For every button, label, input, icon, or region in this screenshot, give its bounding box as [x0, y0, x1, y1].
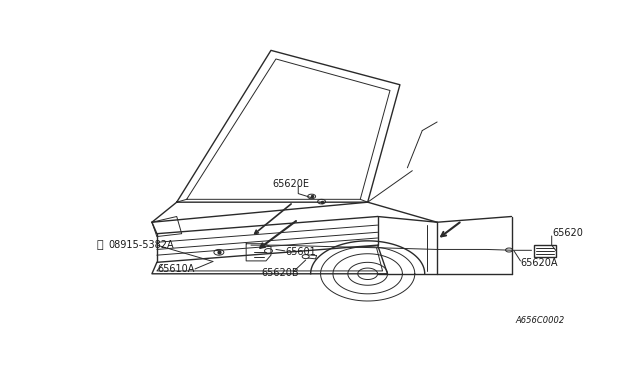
Text: Ⓜ: Ⓜ: [97, 240, 103, 250]
Text: 65620A: 65620A: [520, 258, 558, 268]
Bar: [534, 245, 556, 257]
Text: 65601: 65601: [286, 247, 317, 257]
Text: 65620E: 65620E: [272, 179, 309, 189]
Text: 65610A: 65610A: [157, 264, 195, 275]
Text: 08915-5382A: 08915-5382A: [109, 240, 174, 250]
Text: 65620: 65620: [553, 228, 584, 238]
Text: 65620B: 65620B: [261, 268, 299, 278]
Text: A656C0002: A656C0002: [516, 316, 565, 325]
